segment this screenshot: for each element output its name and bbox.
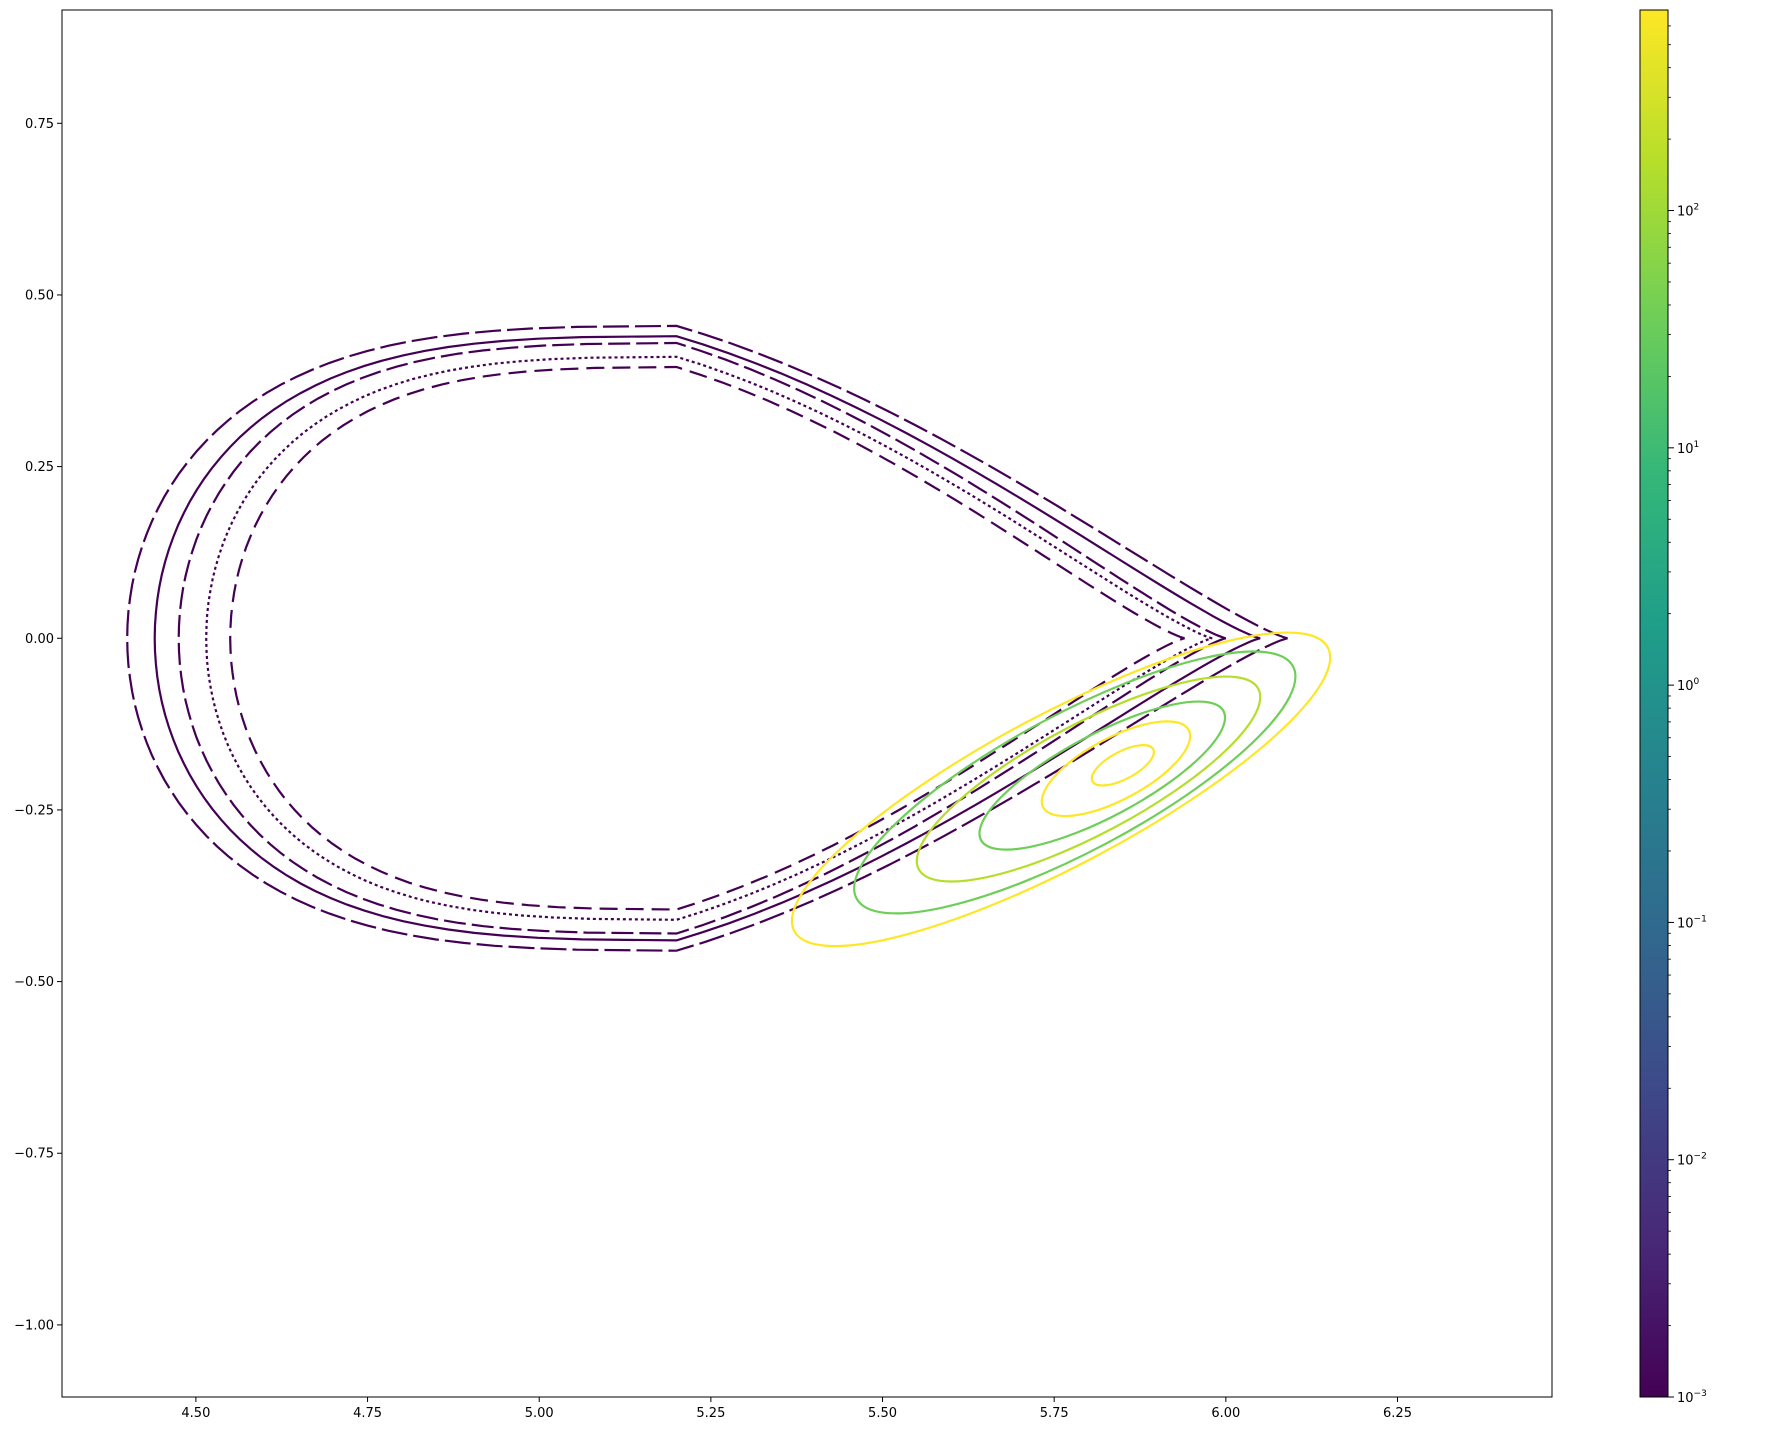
x-tick-label: 6.25 [1383, 1406, 1412, 1421]
island-contour-10 [790, 631, 1332, 948]
y-tick-label: −0.50 [14, 975, 54, 990]
island-contour-5 [1090, 744, 1155, 787]
y-tick-label: 0.25 [25, 460, 54, 475]
y-tick-label: −1.00 [14, 1318, 54, 1333]
x-tick-label: 6.00 [1211, 1406, 1240, 1421]
colorbar-tick-label: 10−3 [1677, 1389, 1707, 1406]
x-tick-label: 5.75 [1040, 1406, 1069, 1421]
island-contour-8 [915, 675, 1262, 883]
x-tick-label: 5.50 [868, 1406, 897, 1421]
x-tick-label: 5.00 [525, 1406, 554, 1421]
flux-surface-3 [153, 335, 1261, 942]
colorbar-tick-label: 10−2 [1677, 1152, 1707, 1169]
x-tick-label: 4.50 [181, 1406, 210, 1421]
island-contour-6 [1040, 720, 1192, 818]
y-tick-label: 0.50 [25, 288, 54, 303]
colorbar-tick-label: 100 [1677, 677, 1700, 694]
y-tick-label: 0.75 [25, 117, 54, 132]
island-contour-9 [853, 650, 1297, 915]
colorbar: 10−3 10−2 10−1 100 101 102 [1639, 9, 1707, 1406]
x-tick-label: 5.25 [696, 1406, 725, 1421]
flux-surface-0 [229, 365, 1185, 911]
y-tick-label: −0.25 [14, 803, 54, 818]
axes-frame [61, 9, 1553, 1398]
island-contour-7 [978, 700, 1227, 851]
flux-surface-2 [177, 341, 1227, 935]
y-tick-label: 0.00 [25, 632, 54, 647]
colorbar-tick-label: 10−1 [1677, 914, 1707, 931]
y-tick-label: −0.75 [14, 1147, 54, 1162]
colorbar-tick-label: 101 [1677, 440, 1699, 457]
x-tick-label: 4.75 [353, 1406, 382, 1421]
y-axis: 0.75 0.50 0.25 0.00 −0.25 −0.50 −0.75 −1.00 [14, 117, 62, 1333]
x-axis: 4.50 4.75 5.00 5.25 5.50 5.75 6.00 6.25 [181, 1397, 1412, 1421]
plot-area [126, 324, 1332, 952]
flux-surface-1 [205, 355, 1213, 921]
flux-surface-4 [126, 324, 1288, 952]
colorbar-bar [1639, 9, 1669, 1398]
colorbar-tick-label: 102 [1677, 203, 1699, 220]
